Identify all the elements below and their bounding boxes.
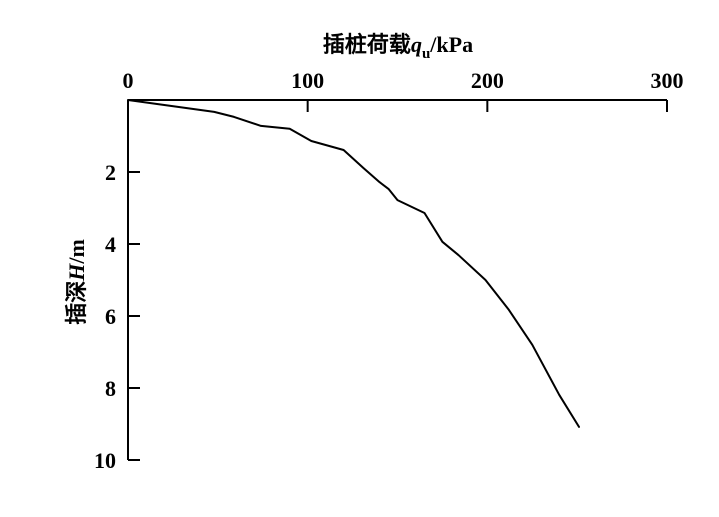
y-tick-label: 8	[105, 376, 116, 401]
ticks	[127, 100, 668, 461]
y-axis-title-symbol: H	[64, 263, 89, 282]
x-axis-title-subscript: u	[422, 46, 430, 62]
y-axis-title-text: 插深	[64, 281, 89, 325]
x-axis-title: 插桩荷载qu/kPa	[323, 32, 473, 62]
x-tick-label: 300	[651, 68, 684, 93]
y-tick-label: 6	[105, 304, 116, 329]
x-axis-title-text: 插桩荷载	[323, 32, 411, 57]
x-tick-label: 100	[291, 68, 324, 93]
y-tick-label: 10	[94, 448, 116, 473]
y-axis-title-unit: /m	[64, 239, 89, 264]
tick-labels: 0 100 200 300 2 4 6 8 10	[94, 68, 684, 473]
axes	[127, 99, 667, 460]
y-tick-label: 2	[105, 160, 116, 185]
x-axis-title-symbol: q	[411, 32, 422, 57]
x-tick-label: 0	[123, 68, 134, 93]
y-axis-title: 插深H/m	[64, 239, 89, 325]
y-tick-label: 4	[105, 232, 116, 257]
x-axis-title-unit: /kPa	[429, 32, 473, 57]
series-group	[127, 99, 580, 428]
series-line	[127, 99, 580, 428]
x-tick-label: 200	[471, 68, 504, 93]
